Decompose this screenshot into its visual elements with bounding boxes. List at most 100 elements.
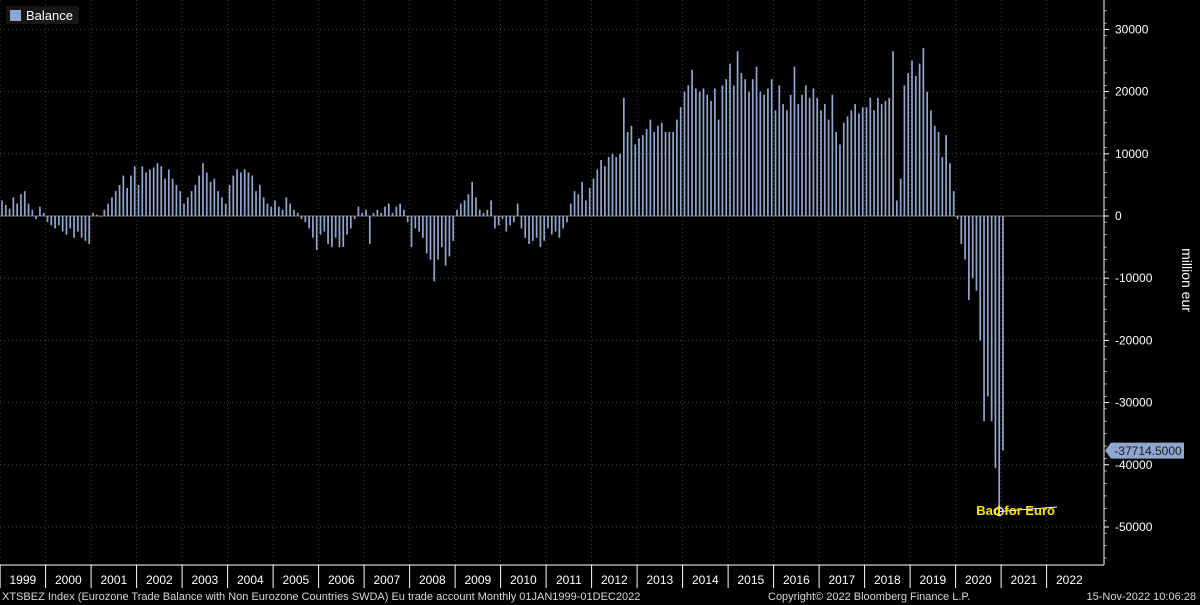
- bar: [600, 160, 602, 216]
- bar: [190, 191, 193, 216]
- bar: [729, 63, 731, 216]
- bar: [520, 216, 523, 229]
- bar: [486, 209, 489, 216]
- bar: [429, 216, 432, 260]
- bar: [630, 125, 633, 216]
- bar: [748, 91, 750, 216]
- bar: [941, 156, 944, 216]
- bar: [179, 191, 182, 216]
- bar: [4, 204, 7, 216]
- bar: [353, 216, 356, 220]
- bar: [922, 48, 925, 217]
- x-tick-label: 2017: [829, 573, 856, 587]
- bar: [258, 184, 261, 216]
- bar: [437, 216, 439, 260]
- bar: [816, 97, 819, 216]
- x-tick-label: 2013: [647, 573, 674, 587]
- bar: [755, 66, 758, 216]
- x-tick-label: 2007: [374, 573, 401, 587]
- bar: [346, 216, 348, 235]
- bar: [657, 125, 659, 216]
- bar: [695, 88, 697, 216]
- bar: [952, 191, 955, 216]
- y-tick-label: -40000: [1115, 458, 1153, 472]
- bar: [622, 97, 625, 216]
- bar: [880, 104, 883, 216]
- bar: [361, 212, 364, 216]
- annotation-leader: [999, 506, 1058, 512]
- bar: [835, 132, 838, 216]
- bar: [289, 203, 292, 216]
- bar: [877, 97, 879, 216]
- bar: [550, 216, 553, 235]
- bar: [501, 216, 504, 220]
- bar: [69, 216, 72, 229]
- bar: [463, 200, 466, 216]
- bar: [869, 97, 872, 216]
- bar: [949, 163, 951, 216]
- bar: [8, 208, 11, 216]
- annotation-label: Bad for Euro: [976, 503, 1055, 518]
- bar: [505, 216, 508, 232]
- bar: [471, 181, 474, 216]
- bar: [554, 216, 557, 232]
- bar: [103, 209, 106, 216]
- bar: [892, 51, 894, 216]
- x-tick-label: 2005: [283, 573, 310, 587]
- bar: [122, 175, 125, 216]
- bar: [937, 132, 940, 216]
- bar: [531, 216, 534, 241]
- bar: [186, 197, 189, 216]
- bar: [331, 216, 333, 248]
- bar: [513, 216, 515, 223]
- bar: [786, 110, 788, 216]
- bar: [54, 216, 56, 229]
- bar: [58, 216, 60, 226]
- x-tick-label: 2010: [510, 573, 537, 587]
- bar: [20, 194, 22, 216]
- bar: [149, 169, 151, 216]
- bar: [778, 85, 781, 216]
- bar: [687, 85, 690, 216]
- bar: [793, 66, 796, 216]
- x-tick-label: 2021: [1011, 573, 1038, 587]
- bar: [907, 72, 910, 216]
- bar: [137, 184, 140, 216]
- bar: [198, 175, 201, 216]
- bar: [281, 209, 284, 216]
- bar: [357, 206, 360, 216]
- bar: [61, 216, 64, 232]
- bar: [395, 206, 398, 216]
- bar: [854, 104, 856, 216]
- bar: [73, 216, 75, 238]
- last-value-badge: [1105, 442, 1184, 459]
- bar: [118, 184, 121, 216]
- bar: [308, 216, 310, 229]
- bar: [224, 203, 227, 216]
- bar: [107, 203, 110, 216]
- bar: [133, 166, 136, 216]
- bar: [710, 100, 712, 216]
- y-tick-label: -30000: [1115, 396, 1153, 410]
- bar: [808, 97, 811, 216]
- bar-series: [1, 48, 1004, 512]
- bar: [240, 172, 242, 216]
- bar: [145, 172, 147, 216]
- x-tick-label: 2019: [920, 573, 947, 587]
- bar: [293, 209, 295, 216]
- bar: [846, 116, 849, 216]
- bar: [831, 94, 834, 216]
- bar: [672, 132, 674, 216]
- bar: [744, 79, 747, 216]
- bar: [31, 209, 34, 216]
- x-tick-label: 2014: [692, 573, 719, 587]
- bar: [926, 91, 929, 216]
- bar: [812, 88, 815, 216]
- bar: [42, 212, 45, 216]
- bar: [581, 181, 583, 216]
- bar: [736, 51, 739, 216]
- x-tick-label: 2001: [101, 573, 128, 587]
- bar: [596, 169, 599, 216]
- bar: [422, 216, 424, 238]
